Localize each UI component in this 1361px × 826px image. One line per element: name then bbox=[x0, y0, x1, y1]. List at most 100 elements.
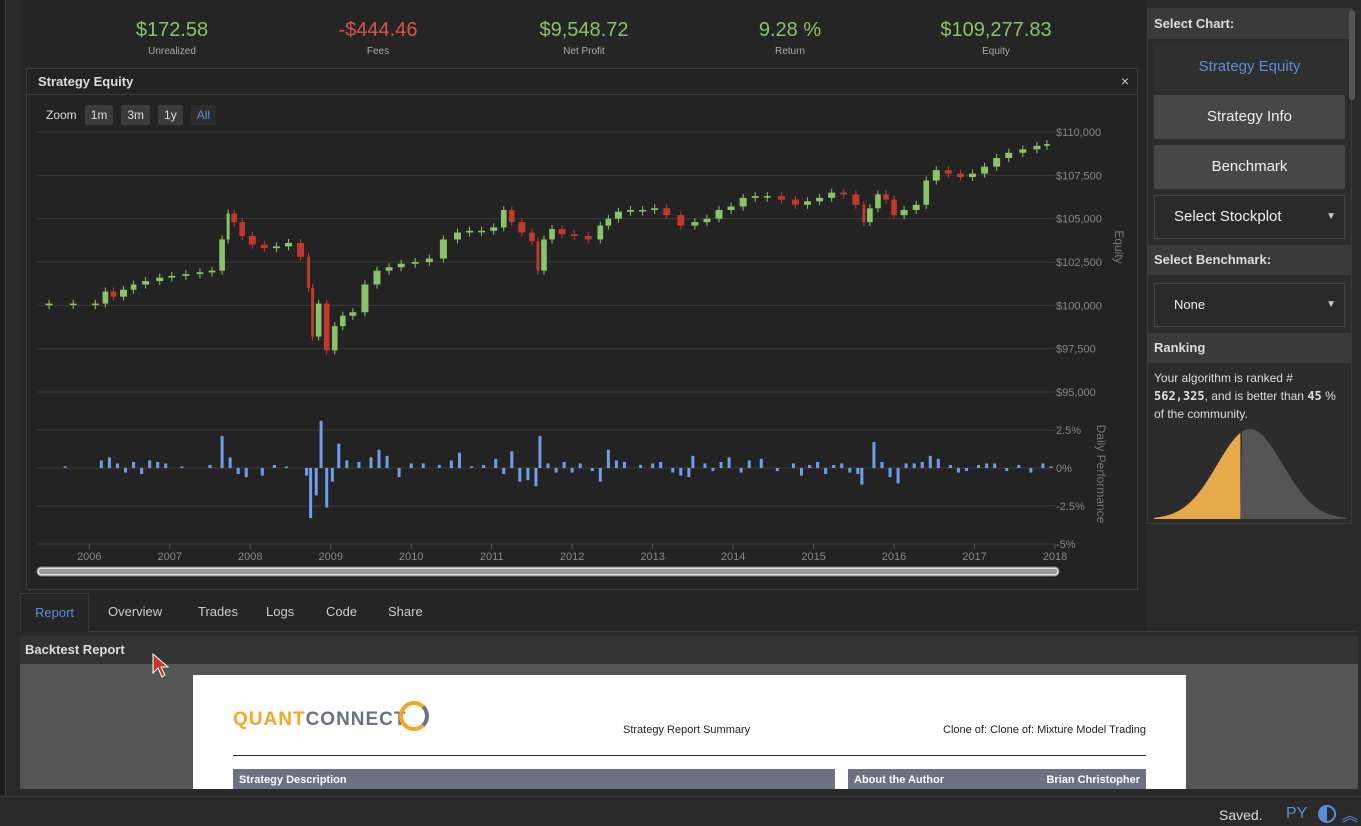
backtest-report-body[interactable]: QUANTCONNECT Strategy Report Summary Clo… bbox=[20, 664, 1358, 789]
perf-bar bbox=[639, 464, 643, 468]
tab-code[interactable]: Code bbox=[326, 604, 358, 619]
stat-value: -$444.46 bbox=[338, 19, 418, 41]
zoom-1y-button[interactable]: 1y bbox=[158, 105, 183, 125]
tab-overview[interactable]: Overview bbox=[108, 604, 163, 619]
perf-bar bbox=[124, 468, 128, 473]
perf-bar bbox=[385, 455, 389, 468]
tab-logs[interactable]: Logs bbox=[266, 604, 295, 619]
strategy-equity-panel: Strategy Equity × Zoom 1m 3m 1y All $110… bbox=[26, 68, 1138, 590]
candle bbox=[944, 170, 952, 174]
candle bbox=[751, 196, 759, 198]
report-document: QUANTCONNECT Strategy Report Summary Clo… bbox=[193, 675, 1186, 789]
strategy-equity-button[interactable]: Strategy Equity bbox=[1154, 45, 1345, 89]
x-tick-label: 2018 bbox=[1043, 551, 1067, 563]
candle bbox=[508, 210, 515, 223]
tab-report[interactable]: Report bbox=[20, 593, 90, 632]
x-tick-label: 2007 bbox=[158, 551, 182, 563]
perf-bar bbox=[314, 468, 318, 496]
perf-bar bbox=[570, 468, 574, 473]
save-status: Saved. bbox=[1219, 807, 1263, 823]
backtest-report-header: Backtest Report bbox=[20, 636, 1358, 664]
sidebar-scrollbar[interactable] bbox=[1349, 10, 1355, 100]
candle bbox=[226, 213, 230, 240]
perf-bar bbox=[1005, 468, 1009, 472]
perf-bar bbox=[671, 468, 675, 473]
candle bbox=[840, 192, 848, 195]
candle bbox=[639, 210, 647, 212]
candle bbox=[315, 303, 322, 337]
stockplot-value: Select Stockplot bbox=[1174, 208, 1282, 225]
stat-value: $172.58 bbox=[135, 19, 209, 41]
candle bbox=[536, 241, 540, 271]
candle bbox=[307, 256, 311, 288]
ranking-label: Ranking bbox=[1148, 333, 1351, 363]
zoom-3m-button[interactable]: 3m bbox=[121, 105, 151, 125]
perf-bar bbox=[578, 463, 582, 468]
stat-net-profit: $9,548.72 Net Profit bbox=[484, 18, 684, 57]
candle bbox=[349, 312, 357, 316]
perf-bar bbox=[260, 468, 264, 476]
candle bbox=[397, 263, 405, 268]
perf-tick-label: -2.5% bbox=[1056, 501, 1085, 513]
perf-bar bbox=[816, 461, 820, 468]
benchmark-select[interactable]: None ▼ bbox=[1154, 283, 1345, 327]
perf-bar bbox=[470, 466, 474, 468]
candle bbox=[777, 196, 785, 200]
perf-bar bbox=[236, 468, 240, 475]
candle bbox=[875, 194, 881, 209]
theme-toggle-icon[interactable] bbox=[1318, 805, 1336, 823]
perf-bar bbox=[719, 461, 723, 468]
benchmark-button[interactable]: Benchmark bbox=[1154, 145, 1345, 189]
language-indicator[interactable]: PY bbox=[1286, 805, 1308, 822]
perf-bar bbox=[622, 461, 626, 468]
candle bbox=[69, 303, 77, 306]
divider bbox=[233, 755, 1146, 756]
perf-bar bbox=[824, 468, 828, 475]
perf-bar bbox=[739, 468, 743, 473]
perf-bar bbox=[985, 463, 989, 468]
zoom-all-button[interactable]: All bbox=[190, 105, 217, 125]
candle bbox=[311, 288, 315, 337]
candle bbox=[102, 291, 109, 304]
panel-title: Strategy Equity bbox=[27, 69, 1137, 95]
candle bbox=[691, 222, 699, 226]
perf-bar bbox=[345, 460, 349, 468]
candle bbox=[867, 208, 873, 223]
candle bbox=[605, 218, 612, 226]
stat-label: Return bbox=[774, 46, 805, 57]
perf-bar bbox=[357, 461, 361, 468]
perf-bar bbox=[1041, 463, 1045, 468]
tab-trades[interactable]: Trades bbox=[198, 604, 238, 619]
zoom-1m-button[interactable]: 1m bbox=[84, 105, 114, 125]
tab-share[interactable]: Share bbox=[388, 604, 423, 619]
perf-bar bbox=[510, 451, 514, 468]
equity-axis-label: Equity bbox=[1112, 230, 1126, 263]
candle bbox=[932, 170, 940, 181]
perf-bar bbox=[606, 449, 610, 468]
range-navigator-thumb bbox=[39, 569, 1057, 574]
chevron-up-icon[interactable]: ︽ bbox=[1342, 808, 1359, 825]
perf-bar bbox=[993, 463, 997, 468]
candle bbox=[425, 258, 433, 262]
perf-bar bbox=[309, 468, 313, 519]
stockplot-select[interactable]: Select Stockplot ▼ bbox=[1154, 195, 1345, 239]
perf-bar bbox=[896, 468, 900, 484]
x-tick-label: 2013 bbox=[640, 551, 664, 563]
perf-bar bbox=[107, 457, 111, 468]
strategy-info-button[interactable]: Strategy Info bbox=[1154, 95, 1345, 139]
perf-bar bbox=[964, 468, 968, 472]
perf-tick-label: 0% bbox=[1056, 463, 1072, 475]
candle bbox=[91, 303, 99, 306]
close-icon[interactable]: × bbox=[1120, 73, 1129, 89]
candle bbox=[570, 234, 578, 236]
stat-return: 9.28 % Return bbox=[690, 18, 890, 57]
tab-bar: Report Overview Trades Logs Code Share bbox=[20, 593, 1358, 632]
candle bbox=[626, 210, 634, 212]
candle bbox=[715, 210, 723, 219]
candle bbox=[956, 173, 964, 178]
perf-bar bbox=[928, 455, 932, 468]
stat-value: $109,277.83 bbox=[940, 19, 1052, 41]
perf-bar bbox=[651, 463, 655, 468]
candle bbox=[373, 270, 381, 285]
stat-value: $9,548.72 bbox=[539, 19, 629, 41]
